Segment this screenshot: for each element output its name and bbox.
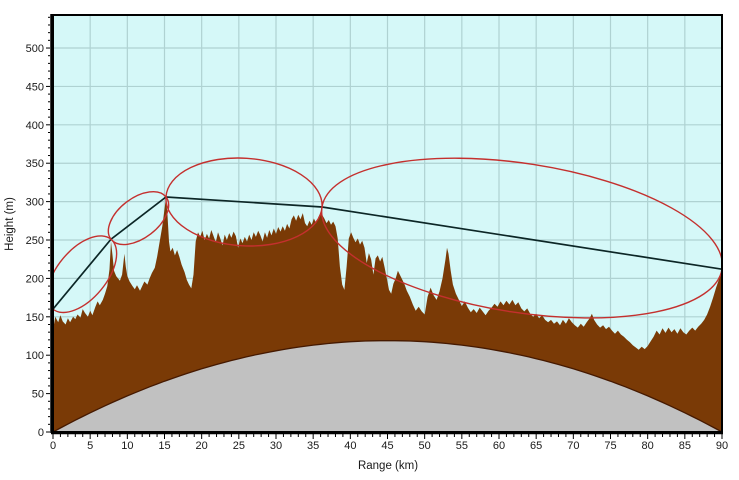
x-tick-label: 10 [121,440,133,452]
x-tick-label: 35 [307,440,319,452]
x-tick-label: 75 [604,440,616,452]
earth-bulge-edge-line [53,339,722,432]
y-tick-label: 250 [26,235,44,247]
x-tick-label: 50 [419,440,431,452]
y-tick-label: 300 [26,197,44,209]
y-tick-label: 0 [38,427,44,439]
y-tick-label: 400 [26,120,44,132]
fresnel-zone-ellipse [320,157,722,319]
x-tick-label: 40 [344,440,356,452]
fresnel-zone-ellipses [53,157,722,319]
x-tick-label: 90 [716,440,728,452]
x-tick-label: 20 [196,440,208,452]
x-tick-label: 65 [530,440,542,452]
y-tick-labels: 0 50 100 150 200 250 300 350 400 450 500 [26,43,44,439]
x-tick-label: 60 [493,440,505,452]
x-axis-title: Range (km) [358,460,418,472]
x-tick-label: 80 [642,440,654,452]
x-tick-label: 85 [679,440,691,452]
earth-bulge-polygon [53,340,722,432]
x-tick-label: 0 [50,440,56,452]
earth-curvature-area [53,339,722,432]
x-tick-label: 30 [270,440,282,452]
x-tick-labels: 0 5 10 15 20 25 30 35 40 45 50 55 60 65 70 75 80 85 90 [50,440,728,452]
y-tick-label: 200 [26,273,44,285]
y-tick-label: 450 [26,81,44,93]
axis-frame [50,14,723,435]
y-axis-title: Height (m) [4,197,16,251]
x-tick-label: 70 [567,440,579,452]
y-tick-label: 150 [26,312,44,324]
x-tick-label: 25 [233,440,245,452]
x-tick-label: 15 [158,440,170,452]
axis-ticks [46,16,723,439]
x-tick-label: 5 [87,440,93,452]
y-tick-label: 500 [26,43,44,55]
x-tick-label: 45 [381,440,393,452]
y-tick-label: 50 [32,389,44,401]
y-tick-label: 350 [26,158,44,170]
x-tick-label: 55 [456,440,468,452]
y-tick-label: 100 [26,350,44,362]
